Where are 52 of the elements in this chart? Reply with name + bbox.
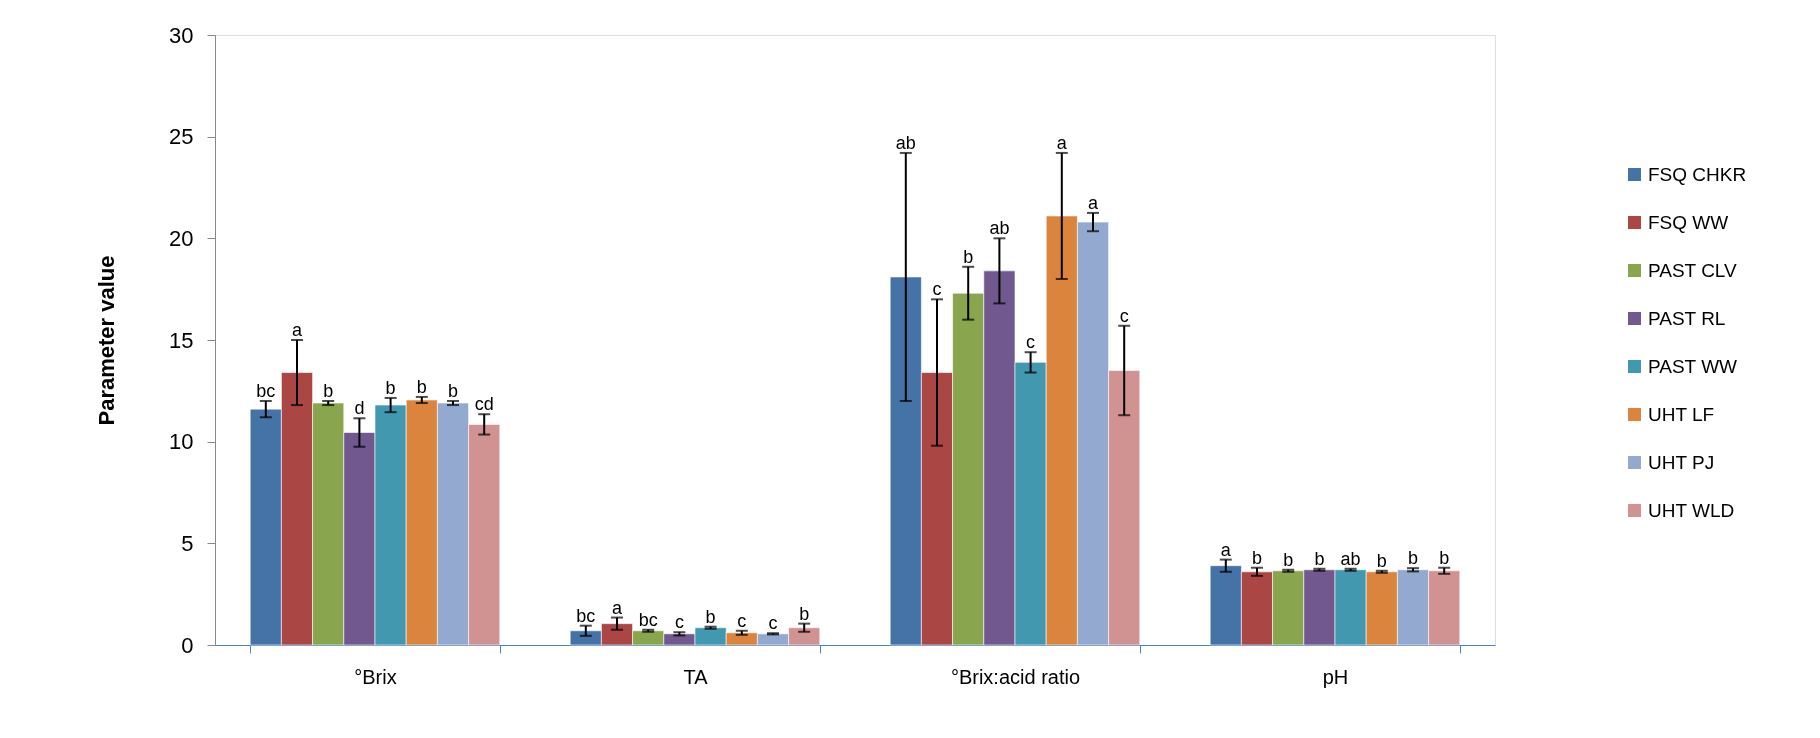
annotation: c (1026, 332, 1036, 353)
y-axis-title: Parameter value (94, 255, 120, 426)
x-tick-label: °Brix:acid ratio (950, 665, 1081, 688)
legend-label: PAST CLV (1648, 259, 1738, 281)
annotation: d (354, 398, 365, 419)
annotation: c (932, 279, 942, 300)
annotation: b (1439, 547, 1450, 568)
annotation: b (385, 377, 396, 398)
annotation: b (1376, 550, 1387, 571)
y-tick-label: 0 (181, 632, 194, 658)
annotation: a (1220, 539, 1232, 560)
annotation: b (705, 606, 716, 627)
annotation: a (611, 597, 623, 618)
y-tick-label: 30 (169, 22, 194, 48)
legend-label: PAST RL (1648, 307, 1726, 329)
annotation: b (1283, 549, 1294, 570)
annotation: b (963, 246, 974, 267)
annotation: b (323, 381, 334, 401)
annotation: b (1314, 548, 1325, 569)
annotation: cd (474, 394, 494, 415)
x-tick-label: pH (1322, 665, 1349, 688)
annotation: ab (895, 132, 916, 153)
y-tick-label: 15 (169, 327, 194, 353)
y-tick-label: 25 (169, 124, 194, 150)
annotation: bc (576, 605, 596, 626)
x-tick-label: °Brix (354, 665, 397, 688)
annotation: c (674, 612, 684, 633)
annotation: b (1251, 547, 1263, 568)
annotation: b (416, 376, 427, 397)
y-tick-label: 5 (181, 530, 194, 556)
annotation: bc (638, 609, 658, 630)
legend-label: FSQ CHKR (1648, 163, 1747, 185)
legend-label: FSQ WW (1648, 211, 1729, 233)
annotation: c (768, 613, 778, 634)
x-tick-label: TA (683, 665, 709, 688)
annotation: bc (256, 381, 276, 401)
y-tick-label: 20 (169, 225, 194, 251)
annotation: ab (1340, 548, 1361, 569)
annotation: c (1119, 305, 1129, 326)
y-tick-label: 10 (169, 429, 194, 455)
annotation: ab (989, 218, 1010, 239)
legend-label: PAST WW (1648, 355, 1738, 377)
legend-label: UHT LF (1648, 403, 1715, 425)
annotation: b (1407, 548, 1419, 569)
legend-label: UHT PJ (1648, 451, 1715, 473)
annotation: c (737, 610, 747, 631)
annotation: a (1087, 192, 1099, 213)
annotation: a (291, 320, 303, 340)
annotation: b (447, 381, 459, 401)
annotation: b (799, 603, 810, 624)
legend-label: UHT WLD (1648, 499, 1735, 521)
annotation: a (1056, 132, 1068, 153)
